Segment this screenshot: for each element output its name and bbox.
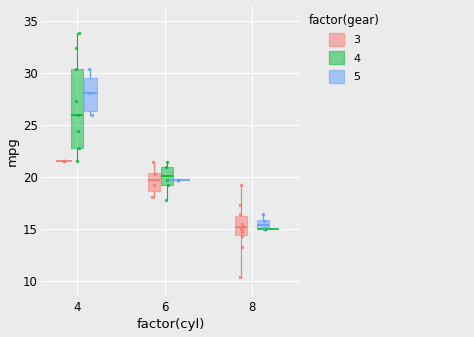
- Bar: [71, 69, 83, 148]
- X-axis label: factor(cyl): factor(cyl): [137, 318, 205, 332]
- Bar: [161, 166, 173, 185]
- Bar: [235, 216, 247, 235]
- Bar: [148, 173, 160, 191]
- Legend: 3, 4, 5: 3, 4, 5: [306, 11, 383, 86]
- Bar: [84, 78, 97, 111]
- Y-axis label: mpg: mpg: [6, 136, 18, 166]
- Bar: [257, 219, 269, 228]
